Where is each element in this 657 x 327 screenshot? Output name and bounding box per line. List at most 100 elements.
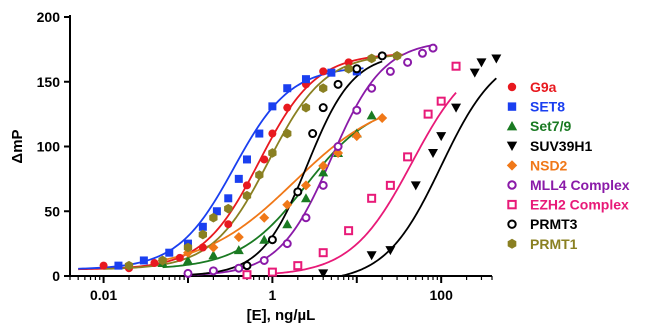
x-tick-label: 0.01	[90, 287, 117, 303]
data-point	[208, 266, 218, 276]
axes	[69, 15, 492, 277]
data-point	[282, 199, 293, 210]
data-point	[385, 180, 395, 190]
data-point	[318, 103, 328, 113]
data-point	[428, 43, 438, 53]
data-point	[367, 83, 377, 93]
series-mll4-complex	[183, 43, 438, 278]
data-point	[99, 261, 108, 270]
data-point	[469, 68, 480, 78]
ticks: 0 50 100 150 200 0.01 1 100	[37, 9, 493, 303]
data-point	[423, 109, 433, 119]
legend-marker	[506, 160, 518, 171]
data-point	[114, 261, 123, 270]
fit-curve	[187, 43, 436, 276]
data-point	[259, 212, 270, 223]
data-point	[242, 155, 251, 164]
data-point	[255, 170, 264, 180]
data-point	[259, 255, 269, 265]
data-point	[377, 113, 388, 124]
data-point	[333, 147, 344, 158]
fit-curve	[323, 77, 497, 277]
data-point	[352, 105, 362, 115]
data-point	[268, 148, 277, 158]
legend-marker	[506, 141, 518, 151]
data-point	[267, 235, 277, 245]
y-axis-label: ΔmP	[9, 129, 26, 163]
legend-label: SUV39H1	[530, 138, 592, 154]
fit-curve	[103, 54, 403, 270]
data-point	[436, 132, 447, 142]
data-point	[242, 261, 252, 271]
data-point	[242, 190, 252, 201]
data-point	[377, 51, 387, 61]
legend-item: SET8	[507, 99, 565, 115]
data-point	[175, 253, 184, 262]
legend-item: MLL4 Complex	[507, 177, 630, 193]
y-tick-label: 200	[37, 9, 61, 25]
series-prmt1	[124, 51, 402, 271]
legend-marker	[507, 180, 517, 190]
data-point	[198, 243, 207, 252]
series-nsd2	[157, 113, 388, 266]
data-point	[139, 256, 148, 265]
data-point	[319, 83, 328, 94]
data-point	[242, 270, 252, 280]
data-point	[318, 248, 328, 258]
data-point	[293, 261, 303, 271]
data-point	[385, 246, 396, 256]
data-point	[267, 267, 277, 277]
data-point	[451, 103, 462, 113]
data-point	[318, 269, 329, 279]
legend-item: NSD2	[506, 157, 568, 173]
data-point	[491, 54, 502, 64]
fit-curve	[162, 116, 383, 262]
data-point	[344, 226, 354, 236]
legend-item: PRMT1	[507, 236, 578, 252]
data-point	[255, 129, 264, 138]
data-point	[367, 193, 377, 203]
data-point	[352, 64, 362, 74]
data-point	[260, 155, 269, 164]
x-axis-label: [E], ng/µL	[247, 307, 316, 324]
data-point	[158, 255, 167, 266]
series-set8	[114, 67, 361, 270]
data-point	[301, 213, 311, 223]
data-point	[293, 187, 303, 197]
legend-label: Set7/9	[530, 118, 571, 134]
data-point	[268, 129, 277, 138]
data-point	[392, 51, 402, 61]
data-point	[417, 48, 427, 58]
data-point	[165, 248, 174, 257]
data-point	[208, 242, 219, 253]
series-prmt3	[242, 51, 387, 271]
legend: G9a SET8 Set7/9 SUV39H1 NSD2 MLL4 Complex EZH2…	[506, 79, 630, 252]
data-point	[366, 251, 377, 261]
legend-marker	[507, 238, 517, 249]
data-point	[209, 212, 218, 223]
legend-marker	[507, 102, 517, 111]
data-point	[333, 79, 343, 89]
data-point	[351, 131, 362, 142]
data-points	[99, 43, 502, 280]
data-point	[318, 167, 329, 177]
data-point	[301, 102, 311, 113]
data-point	[224, 194, 233, 203]
legend-label: NSD2	[530, 157, 568, 173]
data-point	[300, 193, 311, 203]
legend-label: PRMT1	[530, 236, 578, 252]
data-point	[150, 259, 159, 268]
data-point	[233, 232, 244, 243]
x-tick-label: 100	[430, 287, 454, 303]
data-point	[242, 181, 251, 190]
data-point	[183, 242, 193, 253]
legend-label: SET8	[530, 99, 565, 115]
data-point	[268, 102, 277, 111]
data-point	[124, 260, 134, 271]
legend-item: EZH2 Complex	[507, 197, 629, 213]
data-point	[451, 61, 461, 71]
data-point	[318, 180, 328, 190]
data-point	[318, 160, 329, 171]
x-tick-label: 1	[268, 287, 276, 303]
data-point	[234, 263, 244, 273]
